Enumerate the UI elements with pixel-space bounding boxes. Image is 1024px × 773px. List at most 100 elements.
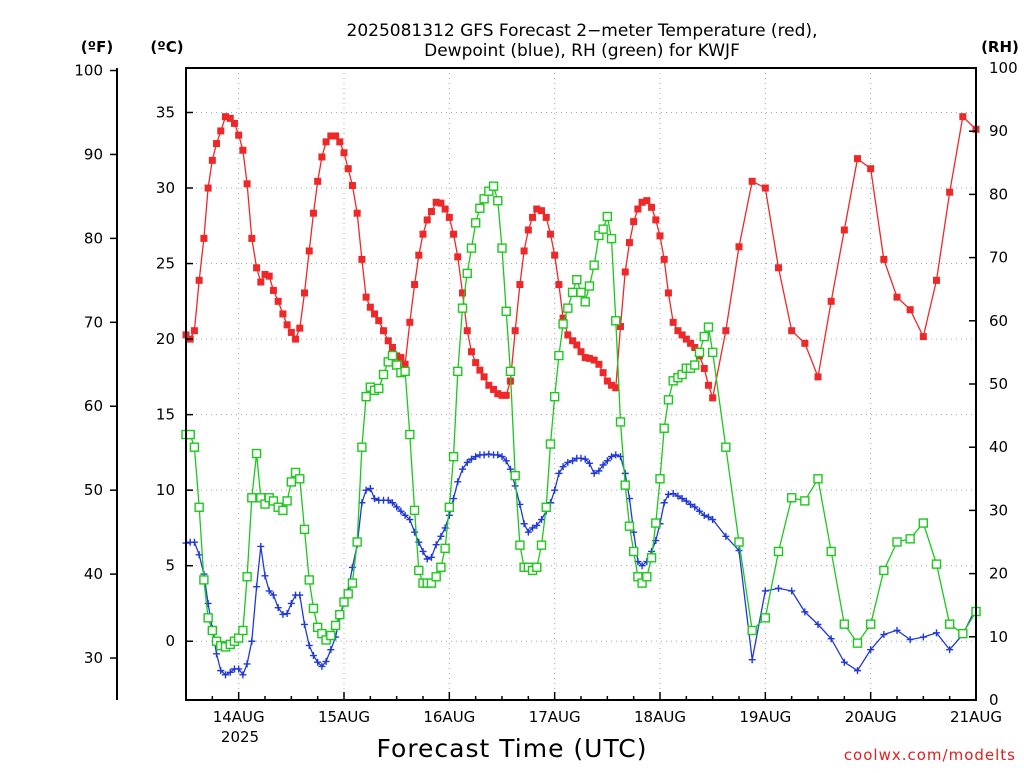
temperature-point xyxy=(801,339,809,347)
temperature-point xyxy=(682,335,690,343)
temperature-point xyxy=(380,327,387,335)
temperature-point xyxy=(222,113,229,121)
temperature-point xyxy=(603,377,611,385)
dewpoint-point xyxy=(309,652,317,660)
temperature-point xyxy=(638,198,646,206)
temperature-point xyxy=(243,180,251,188)
dewpoint-point xyxy=(660,499,668,507)
rh-point xyxy=(497,243,507,253)
dewpoint-point xyxy=(301,620,308,628)
chart-title-line1: 2025081312 GFS Forecast 2−meter Temperat… xyxy=(347,21,818,41)
temperature-point xyxy=(348,182,356,190)
temperature-point xyxy=(432,198,440,206)
rh-point xyxy=(326,630,336,641)
rh-point xyxy=(690,360,700,370)
dewpoint-point xyxy=(467,455,475,463)
dewpoint-point xyxy=(419,547,427,555)
temperature-point xyxy=(366,303,374,311)
rh-tick-label: 100 xyxy=(989,59,1018,77)
temperature-point xyxy=(419,230,427,238)
dewpoint-point xyxy=(393,503,401,511)
dewpoint-point xyxy=(388,499,396,507)
x-tick-label: 19AUG xyxy=(739,708,791,726)
temperature-point xyxy=(467,348,475,356)
rh-point xyxy=(194,502,204,512)
rh-point xyxy=(541,502,551,512)
dewpoint-point xyxy=(472,453,480,461)
rh-point xyxy=(786,493,797,503)
dewpoint-point xyxy=(243,660,251,668)
dewpoint-point xyxy=(700,511,708,519)
temperature-point xyxy=(274,297,282,305)
temperature-point xyxy=(494,390,502,398)
celsius-tick-label: 30 xyxy=(156,179,175,197)
rh-tick-label: 70 xyxy=(989,249,1008,267)
dewpoint-point xyxy=(775,584,782,592)
dewpoint-point xyxy=(612,451,620,459)
dewpoint-point xyxy=(427,553,435,561)
temperature-point xyxy=(279,310,287,318)
temperature-point xyxy=(559,314,567,322)
dewpoint-point xyxy=(674,492,682,500)
rh-point xyxy=(185,429,195,440)
temperature-point xyxy=(608,381,616,389)
rh-point xyxy=(576,287,586,298)
temperature-point xyxy=(336,138,344,146)
dewpoint-point xyxy=(384,496,392,504)
rh-point xyxy=(567,287,578,298)
dewpoint-point xyxy=(296,591,304,599)
rh-point xyxy=(694,347,705,358)
temperature-point xyxy=(327,132,335,140)
dewpoint-point xyxy=(253,583,261,591)
temperature-point xyxy=(933,276,940,284)
rh-point xyxy=(637,578,647,588)
dewpoint-point xyxy=(691,503,699,511)
rh-point xyxy=(436,562,446,572)
temperature-point xyxy=(441,205,449,213)
dewpoint-series xyxy=(182,450,980,679)
temperature-point xyxy=(445,213,453,221)
temperature-point xyxy=(388,343,396,351)
temperature-point xyxy=(621,268,629,276)
x-tick-label: 14AUG xyxy=(213,708,265,726)
x-axis-label: Forecast Time (UTC) xyxy=(377,734,648,763)
rh-tick-label: 60 xyxy=(989,312,1008,330)
chart-title-line2: Dewpoint (blue), RH (green) for KWJF xyxy=(424,41,740,61)
dewpoint-point xyxy=(411,528,419,536)
rh-point xyxy=(721,442,731,452)
rh-line xyxy=(186,184,977,648)
fahrenheit-tick-label: 40 xyxy=(84,565,103,583)
rh-point xyxy=(663,395,674,405)
dewpoint-point xyxy=(664,490,672,498)
dewpoint-point xyxy=(406,516,414,524)
rh-point xyxy=(892,537,902,547)
temperature-point xyxy=(257,278,265,286)
dewpoint-point xyxy=(222,671,229,679)
rh-tick-label: 30 xyxy=(989,501,1008,519)
rh-point xyxy=(286,477,297,487)
dewpoint-point xyxy=(327,646,335,654)
fahrenheit-tick-label: 80 xyxy=(84,229,103,247)
temperature-point xyxy=(427,208,435,216)
temperature-point xyxy=(687,339,695,347)
rh-point xyxy=(203,613,213,623)
dewpoint-point xyxy=(397,507,405,515)
dewpoint-point xyxy=(239,671,247,679)
rh-point xyxy=(374,383,384,394)
rh-point xyxy=(268,496,279,506)
temperature-point xyxy=(524,226,532,234)
dewpoint-point xyxy=(362,486,370,494)
temperature-point xyxy=(213,140,221,148)
temperature-point xyxy=(577,348,585,356)
celsius-tick-label: 5 xyxy=(165,557,175,575)
temperature-point xyxy=(590,356,598,364)
rh-point xyxy=(606,233,617,244)
temperature-point xyxy=(643,197,651,205)
temperature-point xyxy=(854,155,861,163)
celsius-axis-units: (ºC) xyxy=(150,38,183,56)
dewpoint-point xyxy=(423,555,431,563)
temperature-point xyxy=(704,381,712,389)
temperature-point xyxy=(735,243,743,251)
dewpoint-point xyxy=(502,457,510,465)
temperature-point xyxy=(761,184,769,192)
